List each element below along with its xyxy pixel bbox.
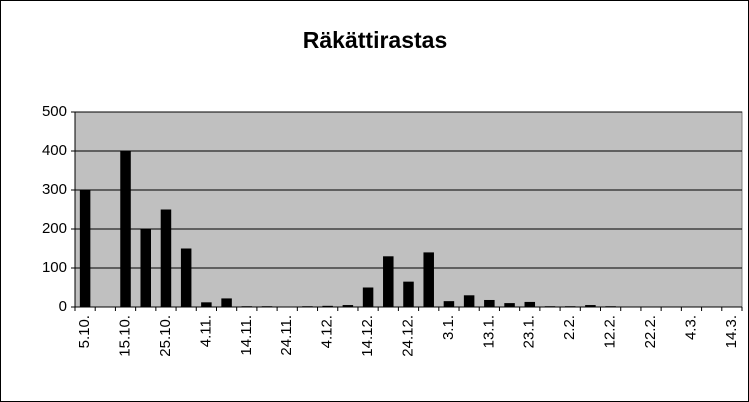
x-tick-label: 23.1. [521, 315, 538, 348]
y-tick-label: 500 [42, 103, 67, 120]
bar [342, 305, 354, 307]
x-tick-label: 14.3. [723, 315, 740, 348]
x-tick-label: 2.2. [561, 315, 578, 340]
bar [423, 252, 434, 307]
bar [544, 306, 556, 307]
x-tick-label: 4.12. [319, 315, 336, 348]
y-tick-label: 300 [42, 181, 67, 198]
x-tick-label: 25.10. [157, 315, 174, 357]
bar [180, 248, 192, 307]
bar [605, 306, 616, 307]
y-tick-label: 0 [59, 298, 67, 315]
bar [443, 301, 455, 307]
bar [362, 287, 374, 307]
y-tick-label: 400 [42, 142, 67, 159]
x-tick-label: 22.2. [642, 315, 659, 348]
bar [504, 303, 515, 307]
x-tick-label: 4.3. [682, 315, 699, 340]
x-tick-label: 5.10. [76, 315, 93, 348]
x-tick-label: 15.10. [116, 315, 133, 357]
bar [221, 298, 232, 307]
chart-title: Räkättirastas [303, 27, 447, 53]
x-tick-label: 13.1. [480, 315, 497, 348]
bar [564, 306, 576, 307]
bar [585, 305, 596, 307]
x-tick-label: 14.12. [359, 315, 376, 357]
bar [140, 229, 151, 307]
bar [322, 305, 333, 307]
bar [383, 256, 394, 307]
bar [261, 306, 273, 307]
y-tick-label: 200 [42, 220, 67, 237]
x-tick-label: 24.12. [399, 315, 416, 357]
x-tick-label: 14.11. [238, 315, 255, 356]
bar [302, 306, 313, 307]
bar [403, 281, 414, 307]
bar [484, 299, 495, 307]
bar [160, 209, 172, 307]
x-tick-label: 3.1. [440, 315, 457, 340]
plot-area [74, 111, 743, 308]
x-tick-label: 24.11. [278, 315, 295, 356]
bar [241, 306, 253, 307]
y-tick-label: 100 [42, 259, 67, 276]
bar [79, 190, 91, 307]
x-tick-label: 4.11. [197, 315, 214, 347]
bar [201, 302, 212, 307]
bar [463, 295, 475, 307]
x-tick-label: 12.2. [602, 315, 619, 348]
bar [524, 301, 536, 307]
bar [120, 151, 131, 307]
